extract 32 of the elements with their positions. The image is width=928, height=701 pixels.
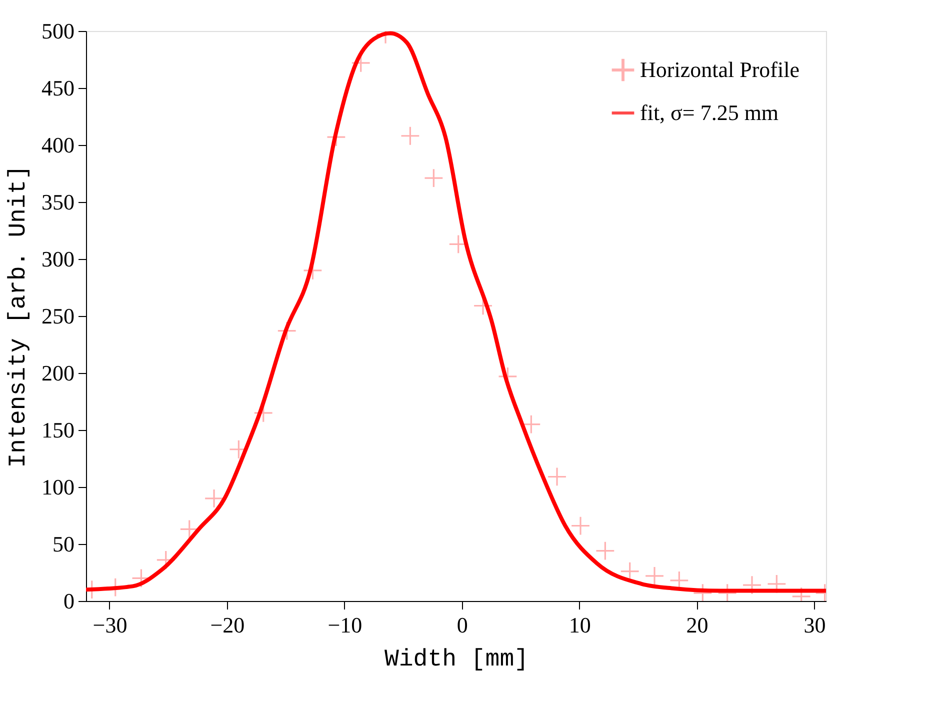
point	[595, 541, 615, 561]
y-tick-label: 300	[42, 246, 74, 272]
legend-label: fit, σ= 7.25 mm	[640, 100, 779, 125]
y-tick-label: 400	[42, 132, 74, 158]
point	[547, 466, 567, 486]
x-tick-label: 20	[686, 612, 708, 638]
point	[424, 168, 444, 188]
legend-label: Horizontal Profile	[640, 57, 800, 82]
point	[644, 566, 664, 586]
x-tick-label: −20	[210, 612, 245, 638]
x-tick-label: 10	[568, 612, 591, 638]
y-tick-label: 500	[42, 18, 74, 44]
x-tick-label: −10	[328, 612, 362, 638]
x-tick-label: −30	[92, 612, 128, 638]
line-series	[86, 31, 826, 593]
x-tick-label: 0	[456, 612, 468, 638]
y-tick-label: 450	[42, 76, 74, 100]
y-tick-label: 150	[42, 418, 74, 442]
point	[204, 488, 224, 508]
x-tick-label: 30	[804, 612, 826, 638]
y-tick-label: 50	[52, 532, 74, 556]
y-tick-label: 250	[42, 304, 74, 328]
point	[570, 516, 590, 536]
y-axis-title: Intensity [arb. Unit]	[6, 165, 32, 468]
point	[766, 574, 786, 594]
point	[742, 575, 762, 595]
point	[400, 126, 420, 146]
y-tick-label: 100	[42, 474, 74, 500]
y-tick-label: 0	[64, 588, 74, 614]
x-axis-title: Width [mm]	[384, 646, 529, 674]
y-tick-label: 200	[42, 360, 74, 386]
y-tick-label: 350	[42, 190, 74, 214]
